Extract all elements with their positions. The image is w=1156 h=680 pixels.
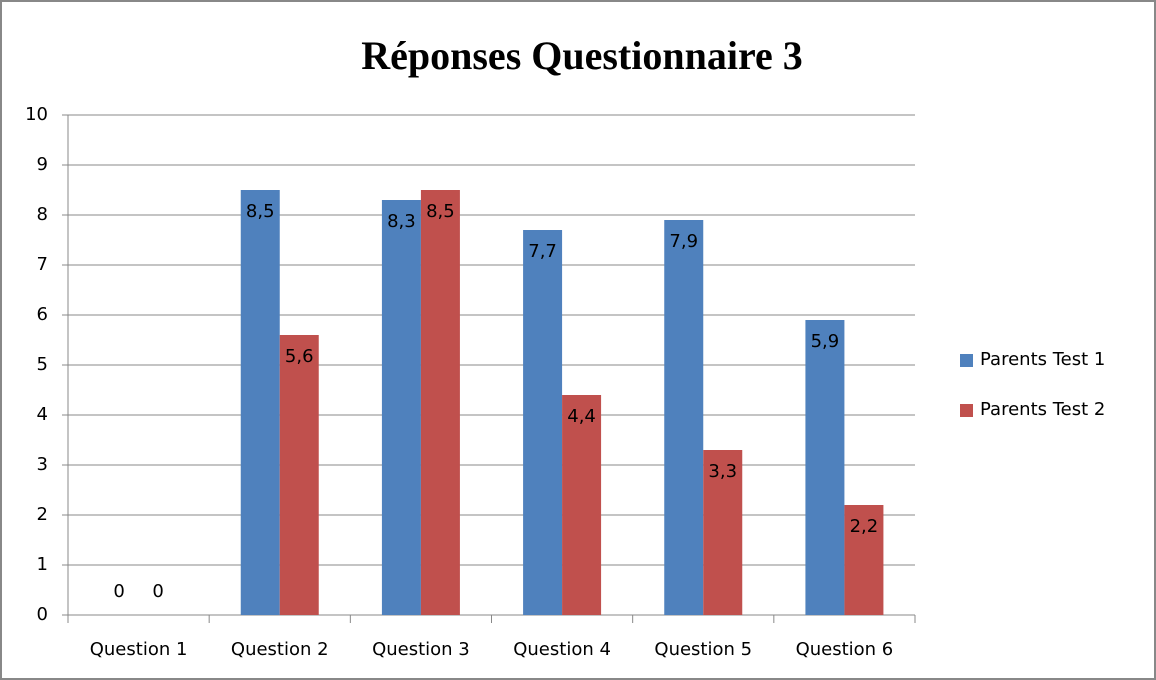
data-label: 8,5 [426, 201, 455, 222]
bar [703, 450, 743, 615]
y-tick-label: 1 [37, 554, 48, 575]
x-tick-label: Question 3 [372, 639, 470, 660]
data-label: 0 [152, 581, 163, 602]
data-label: 3,3 [708, 461, 737, 482]
bar [381, 200, 421, 615]
data-label: 7,9 [669, 231, 698, 252]
bar [279, 335, 319, 615]
bar [420, 190, 460, 615]
legend-swatch [960, 354, 973, 367]
y-tick-label: 6 [37, 304, 48, 325]
data-label: 8,5 [246, 201, 275, 222]
y-tick-label: 10 [25, 104, 48, 125]
y-tick-label: 9 [37, 154, 48, 175]
y-tick-label: 8 [37, 204, 48, 225]
bar [562, 395, 602, 615]
x-tick-label: Question 6 [796, 639, 894, 660]
x-tick-label: Question 5 [654, 639, 752, 660]
y-tick-label: 3 [37, 454, 48, 475]
legend-label: Parents Test 1 [980, 349, 1105, 370]
bar [240, 190, 280, 615]
bar [805, 320, 845, 615]
y-tick-label: 7 [37, 254, 48, 275]
data-label: 5,9 [811, 331, 840, 352]
x-tick-label: Question 1 [90, 639, 188, 660]
y-tick-label: 4 [37, 404, 48, 425]
y-tick-label: 0 [37, 604, 48, 625]
data-label: 2,2 [850, 516, 879, 537]
bar [523, 230, 563, 615]
data-label: 7,7 [528, 241, 557, 262]
x-tick-label: Question 4 [513, 639, 611, 660]
data-label: 5,6 [285, 346, 314, 367]
data-label: 4,4 [567, 406, 596, 427]
y-tick-label: 5 [37, 354, 48, 375]
data-label: 8,3 [387, 211, 416, 232]
legend-label: Parents Test 2 [980, 399, 1105, 420]
legend-swatch [960, 404, 973, 417]
data-label: 0 [113, 581, 124, 602]
chart-title: Réponses Questionnaire 3 [361, 33, 803, 78]
y-tick-label: 2 [37, 504, 48, 525]
bar [664, 220, 704, 615]
bar [844, 505, 884, 615]
x-tick-label: Question 2 [231, 639, 329, 660]
